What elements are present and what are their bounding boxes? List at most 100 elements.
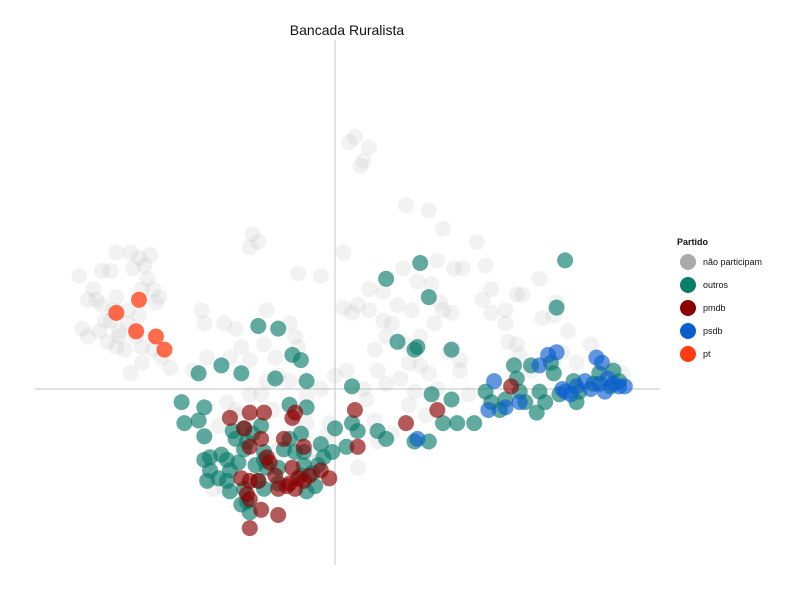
- data-point: [241, 352, 258, 369]
- data-point: [369, 362, 386, 379]
- data-point: [389, 297, 406, 313]
- data-point: [557, 252, 574, 269]
- data-point: [241, 520, 258, 537]
- data-point: [253, 501, 270, 518]
- data-point: [253, 386, 270, 403]
- data-point: [312, 381, 329, 397]
- data-points: [71, 129, 633, 537]
- data-point: [281, 373, 298, 390]
- legend-item: pmdb: [680, 300, 726, 316]
- data-point: [349, 459, 366, 476]
- data-point: [594, 354, 610, 371]
- data-point: [148, 294, 164, 311]
- data-point: [284, 409, 301, 426]
- data-point: [508, 286, 525, 303]
- data-point: [145, 281, 162, 298]
- legend-item: não participam: [680, 254, 762, 270]
- data-point: [443, 304, 460, 321]
- data-point: [446, 260, 463, 277]
- data-point: [133, 339, 150, 355]
- data-point: [199, 472, 216, 489]
- data-point: [253, 430, 270, 447]
- data-point: [221, 409, 238, 426]
- data-point: [548, 299, 565, 316]
- data-point: [443, 341, 460, 358]
- data-point: [435, 302, 451, 319]
- data-point: [267, 467, 284, 484]
- legend-swatch: [680, 254, 696, 270]
- data-point: [383, 315, 400, 332]
- data-point: [423, 276, 440, 292]
- data-point: [131, 307, 147, 324]
- data-point: [122, 365, 139, 382]
- data-point: [412, 357, 429, 374]
- legend-items: não participam outros pmdb psdb pt: [680, 254, 762, 362]
- legend-item: outros: [680, 277, 729, 293]
- data-point: [287, 328, 304, 345]
- legend-item: psdb: [680, 323, 723, 339]
- data-point: [148, 328, 164, 345]
- data-point: [508, 336, 525, 353]
- series-outros: [173, 252, 628, 521]
- data-point: [196, 399, 213, 416]
- legend: Partido não participam outros pmdb psdb pt: [677, 237, 762, 362]
- data-point: [406, 383, 423, 400]
- data-point: [435, 415, 451, 432]
- data-point: [480, 402, 497, 418]
- data-point: [256, 336, 272, 353]
- data-point: [361, 139, 378, 156]
- data-point: [173, 394, 190, 411]
- data-point: [366, 341, 383, 358]
- data-point: [270, 320, 287, 337]
- data-point: [312, 436, 329, 453]
- data-point: [361, 302, 378, 319]
- data-point: [241, 438, 258, 455]
- data-point: [233, 365, 250, 382]
- data-point: [506, 357, 522, 374]
- data-point: [398, 415, 414, 432]
- data-point: [233, 339, 250, 355]
- series-pt: [108, 291, 173, 358]
- data-point: [133, 354, 150, 371]
- data-point: [426, 315, 443, 332]
- series-pmdb: [221, 378, 520, 537]
- data-point: [420, 289, 437, 306]
- data-point: [79, 328, 96, 345]
- data-point: [193, 302, 210, 319]
- legend-label: pmdb: [703, 303, 726, 313]
- data-point: [241, 404, 258, 421]
- data-point: [162, 360, 179, 376]
- data-point: [531, 357, 548, 374]
- data-point: [531, 270, 548, 287]
- data-point: [111, 328, 128, 345]
- data-point: [406, 341, 423, 358]
- data-point: [270, 507, 287, 523]
- data-point: [196, 428, 213, 445]
- data-point: [131, 291, 147, 308]
- data-point: [483, 304, 500, 321]
- data-point: [469, 234, 485, 250]
- data-point: [423, 386, 440, 403]
- data-point: [250, 318, 267, 334]
- data-point: [216, 315, 233, 332]
- data-point: [94, 297, 110, 313]
- chart-title: Bancada Ruralista: [290, 22, 405, 38]
- data-point: [131, 249, 147, 266]
- legend-swatch: [680, 300, 696, 316]
- data-point: [150, 289, 167, 306]
- data-point: [341, 134, 358, 151]
- data-point: [227, 320, 244, 337]
- data-point: [582, 336, 599, 353]
- data-point: [344, 415, 360, 432]
- data-point: [349, 297, 366, 313]
- data-point: [400, 354, 417, 371]
- data-point: [258, 302, 275, 319]
- data-point: [221, 483, 238, 500]
- data-point: [355, 152, 372, 169]
- data-point: [497, 399, 514, 416]
- data-point: [403, 302, 420, 319]
- data-point: [99, 333, 116, 350]
- legend-item: pt: [680, 346, 711, 362]
- data-point: [108, 244, 125, 261]
